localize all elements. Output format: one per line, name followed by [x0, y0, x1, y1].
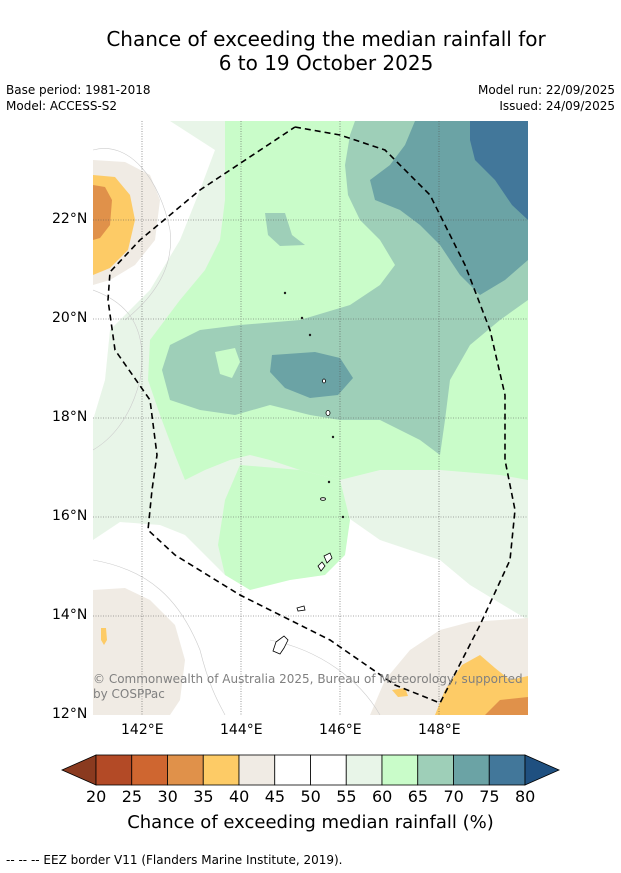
colorbar-segment: [345, 754, 383, 786]
colorbar: [61, 754, 560, 786]
eez-footnote: -- -- -- EEZ border V11 (Flanders Marine…: [6, 853, 343, 867]
lat-tick: 20°N: [52, 310, 88, 326]
map-area: [93, 121, 528, 715]
meta-left: Base period: 1981-2018 Model: ACCESS-S2: [6, 82, 151, 114]
contour-35-southeast: [485, 697, 528, 715]
contour-40-southeast-small: [392, 688, 408, 697]
meta-right: Model run: 22/09/2025 Issued: 24/09/2025: [478, 82, 615, 114]
colorbar-tick-label: 30: [157, 787, 178, 806]
base-period: Base period: 1981-2018: [6, 83, 151, 97]
copyright-notice: © Commonwealth of Australia 2025, Bureau…: [93, 672, 523, 701]
lon-tick: 142°E: [121, 722, 164, 738]
contour-65-south: [218, 465, 350, 590]
lon-tick: 144°E: [220, 722, 263, 738]
agrihan-island: [322, 378, 326, 384]
eez-border: [107, 126, 516, 705]
colorbar-segment: [488, 754, 526, 786]
colorbar-tick-label: 35: [193, 787, 214, 806]
contour-40-southwest: [101, 628, 107, 645]
colorbar-segment: [310, 754, 347, 786]
lat-tick: 22°N: [52, 211, 88, 227]
title-line-2: 6 to 19 October 2025: [218, 51, 434, 75]
contour-45-southwest: [93, 588, 185, 715]
colorbar-tick-label: 25: [121, 787, 143, 806]
colorbar-segment: [381, 754, 419, 786]
colorbar-segment: [274, 754, 311, 786]
issued-date: Issued: 24/09/2025: [499, 99, 615, 113]
tinian-island: [317, 561, 326, 572]
saipan-island: [323, 552, 333, 564]
contour-75-center: [270, 352, 353, 398]
guam-island: [272, 635, 289, 655]
colorbar-tick-label: 45: [264, 787, 286, 806]
model-run: Model run: 22/09/2025: [477, 83, 615, 97]
title-line-1: Chance of exceeding the median rainfall …: [106, 27, 546, 51]
contour-75-small: [265, 213, 305, 246]
colorbar-tick-label: 20: [86, 787, 107, 806]
lat-tick: 12°N: [52, 706, 88, 722]
chart-title: Chance of exceeding the median rainfall …: [0, 27, 621, 75]
lon-tick: 148°E: [418, 722, 461, 738]
colorbar-tick-label: 60: [372, 787, 393, 806]
colorbar-tick-label: 40: [229, 787, 250, 806]
colorbar-extend-high: [524, 754, 560, 786]
colorbar-tick-label: 80: [515, 787, 536, 806]
anatahan-island: [320, 497, 326, 501]
colorbar-segment: [131, 754, 168, 786]
model-name: Model: ACCESS-S2: [6, 99, 118, 113]
colorbar-segment: [238, 754, 276, 786]
colorbar-tick-label: 50: [300, 787, 321, 806]
lat-tick: 18°N: [52, 409, 88, 425]
lon-tick: 146°E: [319, 722, 362, 738]
colorbar-tick-label: 70: [443, 787, 464, 806]
hole-60: [215, 348, 240, 378]
colorbar-label: Chance of exceeding median rainfall (%): [127, 812, 494, 833]
colorbar-segment: [95, 754, 133, 786]
lat-tick: 14°N: [52, 607, 88, 623]
grid-lines: [93, 121, 528, 715]
colorbar-tick-label: 55: [336, 787, 357, 806]
colorbar-segment: [453, 754, 490, 786]
colorbar-tick-label: 65: [407, 787, 429, 806]
lat-tick: 16°N: [52, 508, 88, 524]
colorbar-tick-label: 75: [479, 787, 500, 806]
colorbar-segment: [417, 754, 454, 786]
contour-35-west: [93, 185, 112, 240]
contour-80: [470, 121, 528, 220]
colorbar-segment: [167, 754, 204, 786]
colorbar-segment: [202, 754, 240, 786]
pagan-island: [325, 410, 331, 416]
rota-island: [296, 605, 306, 612]
colorbar-extend-low: [61, 754, 97, 786]
islands: [272, 291, 345, 655]
